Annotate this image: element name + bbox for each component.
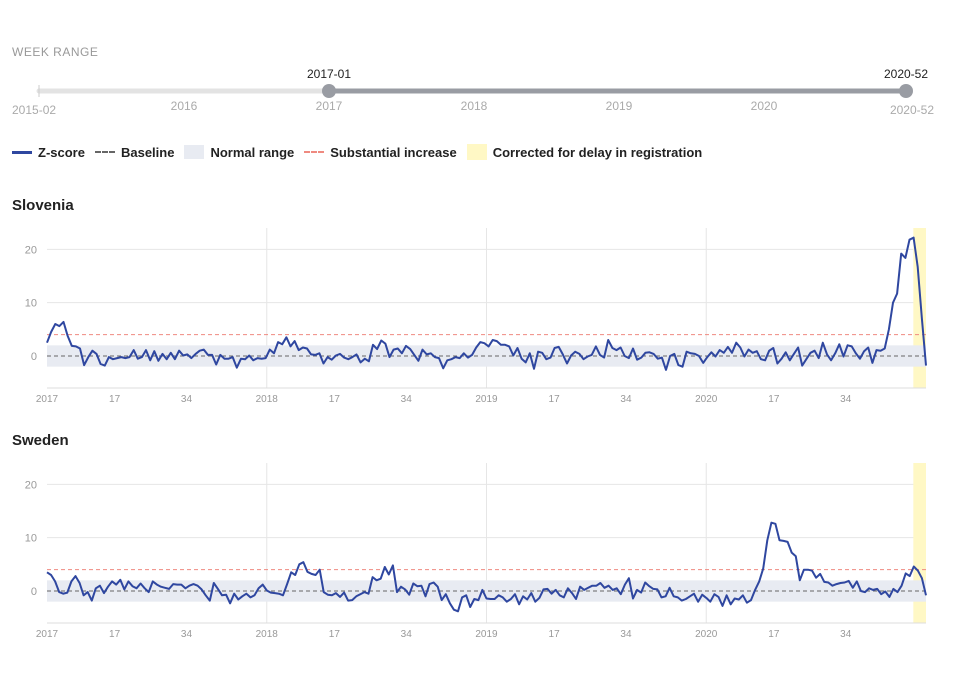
x-tick-label: 34: [401, 394, 413, 405]
legend-substantial-label: Substantial increase: [330, 144, 457, 160]
x-tick-label: 34: [181, 629, 193, 640]
legend-substantial-increase: Substantial increase: [304, 144, 457, 160]
week-range-title: WEEK RANGE: [12, 45, 99, 59]
chart-title-slovenia: Slovenia: [12, 197, 74, 214]
x-tick-label: 17: [768, 629, 780, 640]
legend-zscore: Z-score: [12, 145, 85, 160]
range-selected-start-label: 2017-01: [307, 67, 351, 81]
range-year-tick: 2017: [316, 99, 343, 113]
normal-range-band: [47, 345, 926, 367]
y-tick-label: 20: [25, 244, 37, 256]
legend-zscore-label: Z-score: [38, 144, 85, 160]
x-tick-label: 17: [549, 394, 561, 405]
chart-legend: Z-score Baseline Normal range Substantia…: [12, 144, 712, 160]
week-range-slider[interactable]: 2015-02 2020-52 2016 2017 2018 2019 2020 2017-0…: [0, 60, 966, 120]
x-tick-label: 2020: [695, 629, 718, 640]
x-tick-label: 34: [401, 629, 413, 640]
zscore-line: [46, 236, 927, 371]
x-tick-label: 2019: [475, 394, 498, 405]
x-tick-label: 2019: [475, 629, 498, 640]
x-tick-label: 2018: [256, 629, 279, 640]
range-year-tick: 2018: [461, 99, 488, 113]
x-tick-label: 17: [549, 629, 561, 640]
legend-corrected: Corrected for delay in registration: [466, 144, 703, 160]
y-tick-label: 0: [31, 586, 37, 598]
y-tick-label: 10: [25, 298, 37, 310]
range-max-label: 2020-52: [890, 103, 934, 117]
x-tick-label: 34: [840, 394, 852, 405]
zscore-line: [46, 521, 927, 613]
x-tick-label: 17: [329, 394, 341, 405]
range-selected-end-label: 2020-52: [884, 67, 928, 81]
range-start-handle[interactable]: [322, 84, 336, 98]
range-min-label: 2015-02: [12, 103, 56, 117]
range-end-handle[interactable]: [899, 84, 913, 98]
range-year-tick: 2019: [606, 99, 633, 113]
legend-corrected-swatch: [466, 144, 487, 160]
legend-zscore-swatch: [12, 150, 32, 154]
x-tick-label: 34: [620, 394, 632, 405]
legend-baseline-label: Baseline: [120, 144, 175, 160]
legend-normal-range: Normal range: [184, 145, 294, 160]
range-year-tick: 2020: [751, 99, 778, 113]
x-tick-label: 2018: [256, 394, 279, 405]
x-tick-label: 17: [768, 394, 780, 405]
legend-substantial-swatch: [304, 151, 325, 153]
x-tick-label: 17: [109, 629, 121, 640]
range-year-tick: 2016: [171, 99, 198, 113]
x-tick-label: 34: [620, 629, 632, 640]
x-tick-label: 2017: [36, 629, 59, 640]
legend-corrected-label: Corrected for delay in registration: [492, 144, 703, 160]
x-tick-label: 34: [840, 629, 852, 640]
x-tick-label: 34: [181, 394, 193, 405]
x-tick-label: 2020: [695, 394, 718, 405]
x-tick-label: 17: [109, 394, 121, 405]
legend-normal-range-swatch: [184, 145, 205, 159]
legend-baseline: Baseline: [94, 144, 175, 160]
normal-range-band: [47, 580, 926, 602]
x-tick-label: 17: [329, 629, 341, 640]
legend-baseline-swatch: [94, 151, 115, 153]
chart-title-sweden: Sweden: [12, 432, 69, 449]
x-tick-label: 2017: [36, 394, 59, 405]
legend-normal-range-label: Normal range: [210, 144, 295, 160]
y-tick-label: 20: [25, 479, 37, 491]
y-tick-label: 0: [31, 351, 37, 363]
y-tick-label: 10: [25, 533, 37, 545]
